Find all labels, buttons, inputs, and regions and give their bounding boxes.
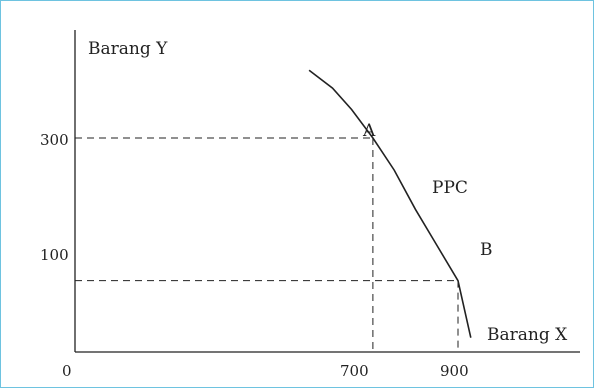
x-tick-900: 900 — [440, 362, 469, 380]
x-tick-700: 700 — [340, 362, 369, 380]
x-tick-origin: 0 — [62, 362, 72, 380]
point-label-a: A — [362, 121, 376, 141]
y-tick-300: 300 — [40, 131, 69, 149]
y-tick-100: 100 — [40, 246, 69, 264]
ppc-curve — [308, 69, 472, 338]
curve-label-ppc: PPC — [432, 178, 468, 198]
point-label-b: B — [480, 240, 493, 260]
y-axis-label: Barang Y — [88, 39, 168, 59]
x-axis-label: Barang X — [487, 325, 568, 345]
